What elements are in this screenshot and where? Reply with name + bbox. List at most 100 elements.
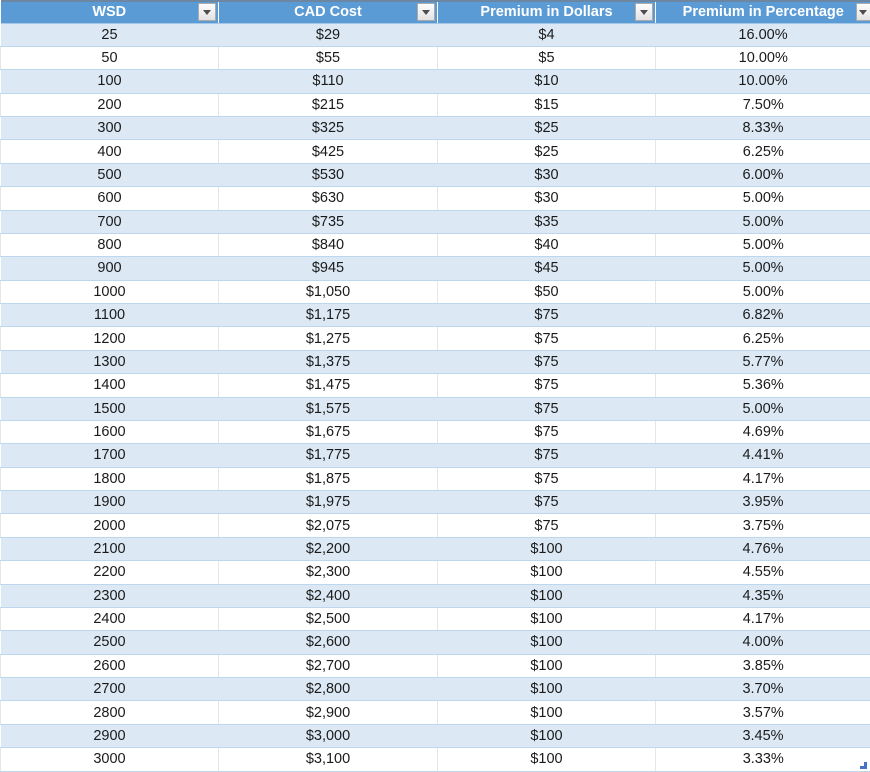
table-resize-handle[interactable] — [860, 762, 867, 769]
cell-r15c4[interactable]: 5.77% — [655, 350, 870, 375]
cell-r2c4[interactable]: 10.00% — [655, 46, 870, 71]
cell-r31c4[interactable]: 3.45% — [655, 724, 870, 749]
cell-r7c3[interactable]: $30 — [437, 163, 656, 188]
cell-r19c1[interactable]: 1700 — [0, 443, 219, 468]
cell-r10c2[interactable]: $840 — [218, 233, 438, 258]
cell-r3c3[interactable]: $10 — [437, 69, 656, 94]
cell-r8c3[interactable]: $30 — [437, 186, 656, 211]
cell-r23c3[interactable]: $100 — [437, 537, 656, 562]
cell-r11c4[interactable]: 5.00% — [655, 256, 870, 281]
cell-r24c3[interactable]: $100 — [437, 560, 656, 585]
cell-r18c1[interactable]: 1600 — [0, 420, 219, 445]
cell-r7c1[interactable]: 500 — [0, 163, 219, 188]
filter-dropdown-button[interactable] — [198, 3, 216, 22]
cell-r3c4[interactable]: 10.00% — [655, 69, 870, 94]
cell-r1c3[interactable]: $4 — [437, 23, 656, 47]
cell-r5c4[interactable]: 8.33% — [655, 116, 870, 141]
cell-r25c1[interactable]: 2300 — [0, 584, 219, 608]
cell-r23c4[interactable]: 4.76% — [655, 537, 870, 562]
cell-r14c1[interactable]: 1200 — [0, 326, 219, 351]
column-header-premium-in-dollars[interactable]: Premium in Dollars — [437, 1, 656, 24]
cell-r16c1[interactable]: 1400 — [0, 373, 219, 398]
cell-r19c4[interactable]: 4.41% — [655, 443, 870, 468]
cell-r18c4[interactable]: 4.69% — [655, 420, 870, 445]
cell-r12c2[interactable]: $1,050 — [218, 280, 438, 305]
cell-r12c3[interactable]: $50 — [437, 280, 656, 305]
cell-r18c2[interactable]: $1,675 — [218, 420, 438, 445]
cell-r28c2[interactable]: $2,700 — [218, 654, 438, 679]
cell-r19c2[interactable]: $1,775 — [218, 443, 438, 468]
cell-r22c4[interactable]: 3.75% — [655, 513, 870, 538]
cell-r21c4[interactable]: 3.95% — [655, 490, 870, 515]
cell-r20c2[interactable]: $1,875 — [218, 467, 438, 492]
cell-r12c1[interactable]: 1000 — [0, 280, 219, 305]
cell-r25c3[interactable]: $100 — [437, 584, 656, 608]
cell-r16c2[interactable]: $1,475 — [218, 373, 438, 398]
cell-r2c2[interactable]: $55 — [218, 46, 438, 71]
cell-r22c1[interactable]: 2000 — [0, 513, 219, 538]
cell-r24c2[interactable]: $2,300 — [218, 560, 438, 585]
cell-r14c3[interactable]: $75 — [437, 326, 656, 351]
cell-r32c2[interactable]: $3,100 — [218, 747, 438, 772]
cell-r8c2[interactable]: $630 — [218, 186, 438, 211]
cell-r29c1[interactable]: 2700 — [0, 677, 219, 702]
cell-r20c1[interactable]: 1800 — [0, 467, 219, 492]
filter-dropdown-button[interactable] — [855, 3, 870, 22]
cell-r15c2[interactable]: $1,375 — [218, 350, 438, 375]
cell-r25c2[interactable]: $2,400 — [218, 584, 438, 608]
cell-r3c1[interactable]: 100 — [0, 69, 219, 94]
cell-r21c3[interactable]: $75 — [437, 490, 656, 515]
cell-r31c3[interactable]: $100 — [437, 724, 656, 749]
cell-r2c3[interactable]: $5 — [437, 46, 656, 71]
cell-r5c1[interactable]: 300 — [0, 116, 219, 141]
cell-r9c3[interactable]: $35 — [437, 210, 656, 234]
cell-r26c1[interactable]: 2400 — [0, 607, 219, 632]
cell-r11c2[interactable]: $945 — [218, 256, 438, 281]
cell-r6c4[interactable]: 6.25% — [655, 139, 870, 164]
cell-r10c4[interactable]: 5.00% — [655, 233, 870, 258]
cell-r6c3[interactable]: $25 — [437, 139, 656, 164]
cell-r13c1[interactable]: 1100 — [0, 303, 219, 328]
cell-r29c4[interactable]: 3.70% — [655, 677, 870, 702]
cell-r30c2[interactable]: $2,900 — [218, 700, 438, 725]
cell-r28c3[interactable]: $100 — [437, 654, 656, 679]
cell-r26c3[interactable]: $100 — [437, 607, 656, 632]
cell-r25c4[interactable]: 4.35% — [655, 584, 870, 608]
cell-r32c1[interactable]: 3000 — [0, 747, 219, 772]
cell-r28c1[interactable]: 2600 — [0, 654, 219, 679]
cell-r15c3[interactable]: $75 — [437, 350, 656, 375]
cell-r12c4[interactable]: 5.00% — [655, 280, 870, 305]
cell-r27c2[interactable]: $2,600 — [218, 630, 438, 655]
cell-r23c2[interactable]: $2,200 — [218, 537, 438, 562]
cell-r16c4[interactable]: 5.36% — [655, 373, 870, 398]
cell-r5c3[interactable]: $25 — [437, 116, 656, 141]
filter-dropdown-button[interactable] — [417, 3, 435, 22]
cell-r7c2[interactable]: $530 — [218, 163, 438, 188]
cell-r8c1[interactable]: 600 — [0, 186, 219, 211]
cell-r22c3[interactable]: $75 — [437, 513, 656, 538]
cell-r26c2[interactable]: $2,500 — [218, 607, 438, 632]
cell-r14c4[interactable]: 6.25% — [655, 326, 870, 351]
cell-r6c2[interactable]: $425 — [218, 139, 438, 164]
cell-r13c4[interactable]: 6.82% — [655, 303, 870, 328]
column-header-premium-in-percentage[interactable]: Premium in Percentage — [655, 1, 870, 24]
cell-r30c4[interactable]: 3.57% — [655, 700, 870, 725]
cell-r19c3[interactable]: $75 — [437, 443, 656, 468]
cell-r15c1[interactable]: 1300 — [0, 350, 219, 375]
cell-r29c2[interactable]: $2,800 — [218, 677, 438, 702]
cell-r28c4[interactable]: 3.85% — [655, 654, 870, 679]
cell-r32c4[interactable]: 3.33% — [655, 747, 870, 772]
cell-r22c2[interactable]: $2,075 — [218, 513, 438, 538]
cell-r9c1[interactable]: 700 — [0, 210, 219, 234]
cell-r11c3[interactable]: $45 — [437, 256, 656, 281]
cell-r4c4[interactable]: 7.50% — [655, 93, 870, 118]
cell-r13c2[interactable]: $1,175 — [218, 303, 438, 328]
cell-r30c1[interactable]: 2800 — [0, 700, 219, 725]
cell-r9c2[interactable]: $735 — [218, 210, 438, 234]
cell-r10c3[interactable]: $40 — [437, 233, 656, 258]
cell-r9c4[interactable]: 5.00% — [655, 210, 870, 234]
cell-r26c4[interactable]: 4.17% — [655, 607, 870, 632]
cell-r6c1[interactable]: 400 — [0, 139, 219, 164]
cell-r10c1[interactable]: 800 — [0, 233, 219, 258]
cell-r18c3[interactable]: $75 — [437, 420, 656, 445]
